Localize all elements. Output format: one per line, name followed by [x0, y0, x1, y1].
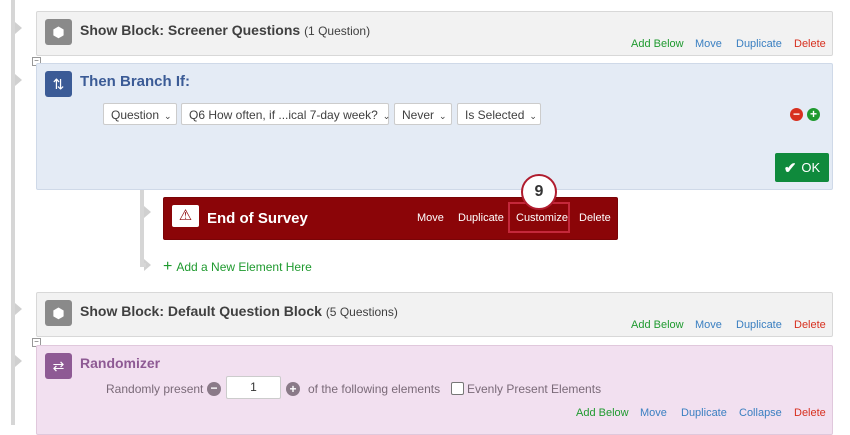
randomizer-title: Randomizer — [80, 355, 161, 371]
add-below-link[interactable]: Add Below — [576, 407, 629, 419]
remove-condition-icon[interactable]: − — [790, 108, 803, 121]
add-condition-icon[interactable]: + — [807, 108, 820, 121]
block-title: Show Block: Default Question Block — [80, 303, 322, 319]
default-block: ⬢ Show Block: Default Question Block (5 … — [36, 292, 833, 337]
chevron-down-icon: ⌄ — [439, 111, 447, 121]
add-element-link[interactable]: + Add a New Element Here — [163, 258, 312, 276]
delete-link[interactable]: Delete — [579, 212, 611, 224]
dropdown-value: Q6 How often, if ...ical 7-day week? — [189, 108, 378, 122]
evenly-present-checkbox[interactable] — [451, 382, 464, 395]
screener-block: ⬢ Show Block: Screener Questions (1 Ques… — [36, 11, 833, 56]
of-following-label: of the following elements — [308, 382, 441, 396]
randomizer-block: ⇄ Randomizer Randomly present − 1 + of t… — [36, 345, 833, 435]
flow-line — [11, 0, 15, 425]
collapse-link[interactable]: Collapse — [739, 407, 782, 419]
add-below-link[interactable]: Add Below — [631, 38, 684, 50]
delete-link[interactable]: Delete — [794, 38, 826, 50]
plus-icon: + — [163, 258, 173, 275]
dropdown-value: Never — [402, 108, 435, 122]
duplicate-link[interactable]: Duplicate — [681, 407, 727, 419]
operator-dropdown[interactable]: Is Selected ⌄ — [457, 103, 541, 125]
dropdown-value: Question — [111, 108, 160, 122]
add-element-label: Add a New Element Here — [176, 260, 312, 274]
ok-button[interactable]: ✔ OK — [775, 153, 829, 182]
chevron-down-icon: ⌄ — [164, 111, 172, 121]
branch-title: Then Branch If: — [80, 73, 191, 90]
ok-label: OK — [801, 160, 821, 175]
flow-arrow — [15, 74, 22, 86]
add-below-link[interactable]: Add Below — [631, 319, 684, 331]
customize-link[interactable]: Customize — [516, 212, 568, 224]
decrement-icon[interactable]: − — [207, 382, 221, 396]
question-dropdown[interactable]: Q6 How often, if ...ical 7-day week? ⌄ — [181, 103, 391, 125]
move-link[interactable]: Move — [695, 38, 722, 50]
move-link[interactable]: Move — [417, 212, 444, 224]
increment-icon[interactable]: + — [286, 382, 300, 396]
question-count: (5 Questions) — [325, 305, 398, 319]
block-title: Show Block: Screener Questions — [80, 22, 301, 38]
block-cube-icon: ⬢ — [45, 19, 72, 45]
dropdown-value: Is Selected — [465, 108, 525, 122]
move-link[interactable]: Move — [695, 319, 722, 331]
flow-arrow — [15, 303, 22, 315]
branch-icon: ⇅ — [45, 71, 72, 97]
duplicate-link[interactable]: Duplicate — [736, 319, 782, 331]
delete-link[interactable]: Delete — [794, 319, 826, 331]
warning-icon: ⚠ — [172, 205, 199, 227]
branch-block: ⇅ Then Branch If: — [36, 63, 833, 190]
evenly-present-label: Evenly Present Elements — [467, 382, 602, 396]
chevron-down-icon: ⌄ — [382, 111, 391, 121]
check-icon: ✔ — [783, 159, 797, 177]
flow-arrow — [144, 206, 151, 218]
randomly-present-label: Randomly present — [106, 382, 204, 396]
duplicate-link[interactable]: Duplicate — [458, 212, 504, 224]
block-cube-icon: ⬢ — [45, 300, 72, 326]
end-of-survey-title: End of Survey — [207, 210, 308, 227]
step-marker: 9 — [521, 174, 557, 210]
flow-arrow — [15, 355, 22, 367]
chevron-down-icon: ⌄ — [529, 111, 537, 121]
branch-flow-h — [140, 263, 146, 267]
move-link[interactable]: Move — [640, 407, 667, 419]
question-count: (1 Question) — [304, 24, 371, 38]
present-count-input[interactable]: 1 — [226, 376, 281, 399]
shuffle-icon: ⇄ — [45, 353, 72, 379]
delete-link[interactable]: Delete — [794, 407, 826, 419]
duplicate-link[interactable]: Duplicate — [736, 38, 782, 50]
flow-arrow — [144, 259, 151, 271]
choice-dropdown[interactable]: Never ⌄ — [394, 103, 452, 125]
branch-flow-line — [140, 190, 144, 266]
flow-arrow — [15, 22, 22, 34]
condition-type-dropdown[interactable]: Question ⌄ — [103, 103, 177, 125]
